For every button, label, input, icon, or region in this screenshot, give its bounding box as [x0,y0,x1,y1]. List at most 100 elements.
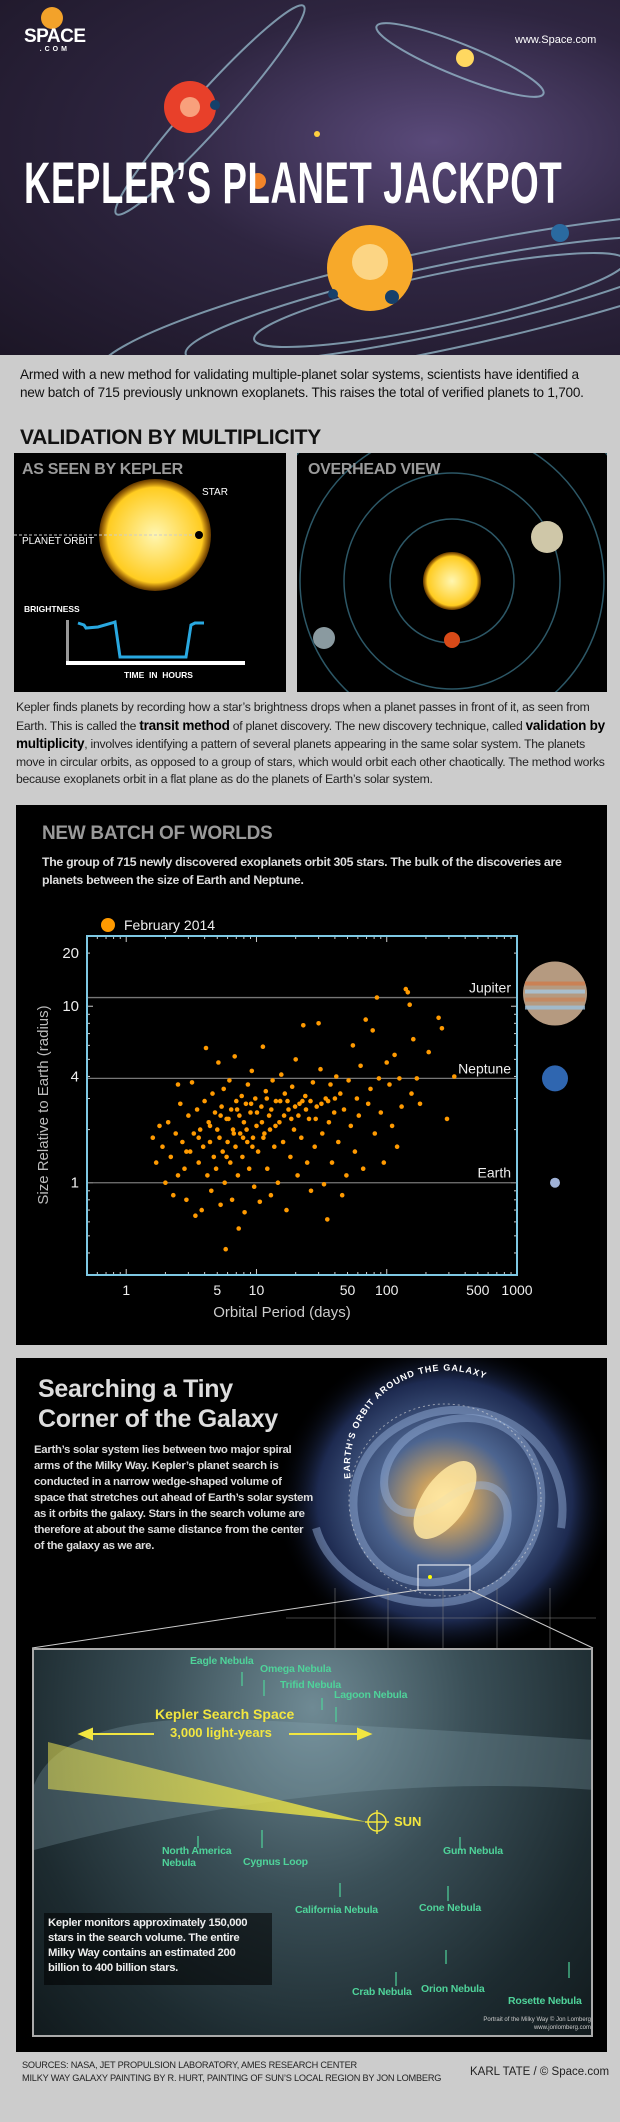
data-point [277,1120,282,1125]
data-point [414,1076,420,1081]
data-point [246,1166,252,1171]
data-point [171,1192,176,1198]
data-point [218,1113,223,1118]
data-point [285,1098,290,1104]
data-point [372,1131,378,1136]
page-title: KEPLER’S PLANET JACKPOT [24,151,563,216]
data-point [178,1101,183,1107]
nebula-label: Trifid Nebula [280,1679,341,1691]
brightness-axis [66,620,69,665]
site-url[interactable]: www.Space.com [515,34,597,46]
data-point [153,1160,159,1165]
data-point [387,1082,392,1087]
data-point [207,1123,213,1129]
data-point [249,1068,255,1074]
data-point [336,1139,341,1145]
data-point [243,1101,249,1107]
nebula-pointers [197,1672,570,1986]
data-point [223,1246,228,1252]
data-point [350,1043,356,1048]
data-point [273,1123,278,1129]
data-point [346,1078,351,1083]
data-point [157,1123,162,1129]
data-point [348,1123,354,1129]
data-point [187,1149,193,1154]
time-label: TIME IN HOURS [124,670,193,680]
data-point [280,1139,286,1145]
data-point [292,1104,298,1109]
panel-title: OVERHEAD VIEW [308,461,441,478]
data-point [253,1096,258,1101]
data-point [338,1091,343,1096]
data-point [356,1113,362,1118]
transit-diagram [14,479,245,665]
sun-icon [423,552,481,610]
data-point [308,1188,314,1194]
data-point [163,1180,168,1185]
reference-label: Jupiter [469,980,511,996]
data-point [289,1116,294,1122]
data-point [245,1139,250,1145]
space-com-logo[interactable]: SPACE .COM [24,26,86,53]
y-axis-label: Size Relative to Earth (radius) [35,1005,52,1204]
section-heading-validation: VALIDATION BY MULTIPLICITY [20,426,321,449]
data-point [407,1002,413,1007]
y-tick-label: 20 [62,945,79,962]
data-point [216,1060,221,1065]
sources-line: SOURCES: NASA, JET PROPULSION LABORATORY… [22,2060,357,2070]
data-point [189,1080,195,1085]
data-point [326,1120,332,1125]
data-point [411,1036,416,1042]
x-axis-label: Orbital Period (days) [213,1304,351,1321]
data-point [224,1154,229,1160]
nebula-label: Cone Nebula [419,1902,481,1914]
data-point [236,1226,241,1231]
data-point [354,1096,360,1101]
data-point [197,1127,203,1132]
data-point [232,1054,237,1059]
data-point [237,1113,242,1118]
painting-credit: Portrait of the Milky Way © Jon Lomberg w… [483,2017,591,2031]
data-point [304,1160,310,1165]
x-tick-label: 10 [249,1282,265,1298]
data-point [332,1096,338,1101]
light-curve [77,620,204,659]
planet-orbit-label: PLANET ORBIT [22,536,95,547]
data-point [300,1098,305,1104]
sun-target-icon [365,1810,389,1834]
planet-icon [195,531,203,539]
data-point [209,1188,214,1194]
data-point [339,1192,345,1198]
data-point [279,1072,284,1077]
painting-credits-line: MILKY WAY GALAXY PAINTING BY R. HURT, PA… [22,2073,442,2083]
data-point [240,1154,245,1160]
data-point [217,1135,222,1140]
data-point [289,1084,295,1089]
data-point [234,1098,239,1104]
data-point [160,1144,165,1149]
data-point [370,1028,376,1033]
data-point [168,1154,174,1160]
data-point [397,1076,402,1081]
nebula-label: Omega Nebula [260,1663,332,1675]
data-point [245,1082,251,1087]
data-point [260,1044,266,1049]
data-point [219,1104,224,1109]
data-point [409,1091,414,1096]
data-point [394,1144,400,1149]
legend-label: February 2014 [124,917,215,933]
x-tick-label: 1000 [501,1282,532,1298]
data-point [295,1173,300,1178]
data-point [384,1060,390,1065]
data-point [344,1173,349,1178]
data-point [186,1113,191,1118]
data-point [273,1098,279,1104]
data-point [222,1180,227,1185]
text-run: , involves identifying a pattern of seve… [16,737,605,786]
data-point [320,1131,325,1136]
data-point [286,1107,291,1112]
data-point [199,1207,204,1213]
y-tick-label: 4 [71,1068,79,1085]
data-point [378,1110,384,1115]
data-point [194,1107,200,1112]
